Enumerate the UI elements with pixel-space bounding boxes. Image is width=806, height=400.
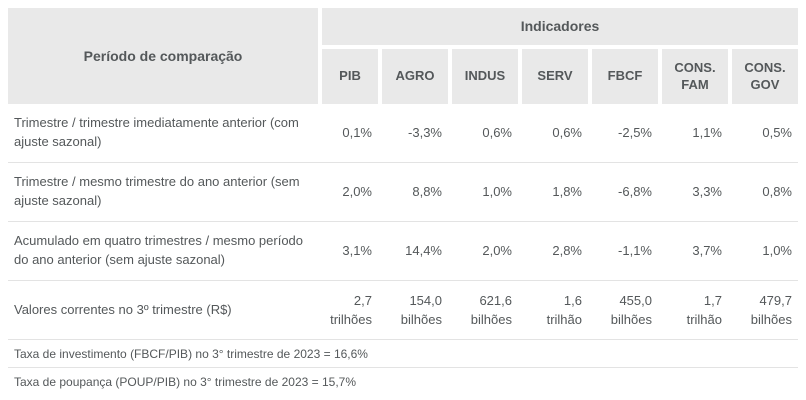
value-cell: 154,0 bilhões bbox=[382, 291, 448, 330]
value-cell: 8,8% bbox=[412, 184, 442, 200]
value-unit: trilhões bbox=[330, 312, 372, 327]
value-cell: 0,6% bbox=[552, 125, 582, 141]
value-cell: 1,8% bbox=[552, 184, 582, 200]
value-unit: trilhão bbox=[546, 312, 582, 327]
value-cell: 2,7 trilhões bbox=[322, 291, 378, 330]
value-cell: 621,6 bilhões bbox=[452, 291, 518, 330]
table-row: Trimestre / mesmo trimestre do ano anter… bbox=[8, 163, 798, 222]
value-cell: 1,6 trilhão bbox=[522, 291, 588, 330]
value-cell: 1,0% bbox=[482, 184, 512, 200]
value-cell: 2,0% bbox=[482, 243, 512, 259]
value-number: 455,0 bbox=[619, 292, 652, 308]
column-header-cons-fam: CONS. FAM bbox=[662, 49, 728, 104]
row-label: Acumulado em quatro trimestres / mesmo p… bbox=[14, 233, 304, 267]
value-cell: 2,8% bbox=[552, 243, 582, 259]
value-cell: 3,7% bbox=[692, 243, 722, 259]
column-header-pib: PIB bbox=[322, 49, 378, 104]
table-row: Acumulado em quatro trimestres / mesmo p… bbox=[8, 222, 798, 281]
value-cell: 2,0% bbox=[342, 184, 372, 200]
value-cell: 479,7 bilhões bbox=[732, 291, 798, 330]
column-header-fbcf: FBCF bbox=[592, 49, 658, 104]
value-cell: 1,7 trilhão bbox=[662, 291, 728, 330]
value-cell: -1,1% bbox=[618, 243, 652, 259]
value-unit: trilhão bbox=[686, 312, 722, 327]
table-header: Período de comparação Indicadores PIB AG… bbox=[8, 8, 798, 104]
period-comparison-header: Período de comparação bbox=[8, 8, 318, 104]
row-label: Valores correntes no 3º trimestre (R$) bbox=[14, 301, 232, 317]
value-cell: -3,3% bbox=[408, 125, 442, 141]
value-cell: 14,4% bbox=[405, 243, 442, 259]
value-cell: -2,5% bbox=[618, 125, 652, 141]
value-cell: 3,1% bbox=[342, 243, 372, 259]
value-number: 1,6 bbox=[563, 292, 582, 308]
value-cell: -6,8% bbox=[618, 184, 652, 200]
value-number: 2,7 bbox=[353, 292, 372, 308]
footnote-savings-rate: Taxa de poupança (POUP/PIB) no 3° trimes… bbox=[14, 375, 356, 389]
value-number: 154,0 bbox=[409, 292, 442, 308]
value-unit: bilhões bbox=[750, 312, 792, 327]
row-label: Trimestre / trimestre imediatamente ante… bbox=[14, 115, 299, 149]
value-cell: 0,5% bbox=[762, 125, 792, 141]
indicators-group-header: Indicadores bbox=[322, 8, 798, 45]
value-unit: bilhões bbox=[400, 312, 442, 327]
column-header-indus: INDUS bbox=[452, 49, 518, 104]
footnote-investment-rate: Taxa de investimento (FBCF/PIB) no 3° tr… bbox=[8, 340, 798, 368]
value-cell: 0,6% bbox=[482, 125, 512, 141]
value-number: 1,7 bbox=[703, 292, 722, 308]
table-row: Valores correntes no 3º trimestre (R$) 2… bbox=[8, 281, 798, 340]
table-row: Trimestre / trimestre imediatamente ante… bbox=[8, 104, 798, 163]
value-cell: 0,8% bbox=[762, 184, 792, 200]
column-header-serv: SERV bbox=[522, 49, 588, 104]
value-cell: 1,0% bbox=[762, 243, 792, 259]
value-unit: bilhões bbox=[470, 312, 512, 327]
value-number: 479,7 bbox=[759, 292, 792, 308]
column-header-agro: AGRO bbox=[382, 49, 448, 104]
value-cell: 1,1% bbox=[692, 125, 722, 141]
value-cell: 3,3% bbox=[692, 184, 722, 200]
value-cell: 0,1% bbox=[342, 125, 372, 141]
value-cell: 455,0 bilhões bbox=[592, 291, 658, 330]
value-number: 621,6 bbox=[479, 292, 512, 308]
row-label: Trimestre / mesmo trimestre do ano anter… bbox=[14, 174, 300, 208]
value-unit: bilhões bbox=[610, 312, 652, 327]
column-header-cons-gov: CONS. GOV bbox=[732, 49, 798, 104]
